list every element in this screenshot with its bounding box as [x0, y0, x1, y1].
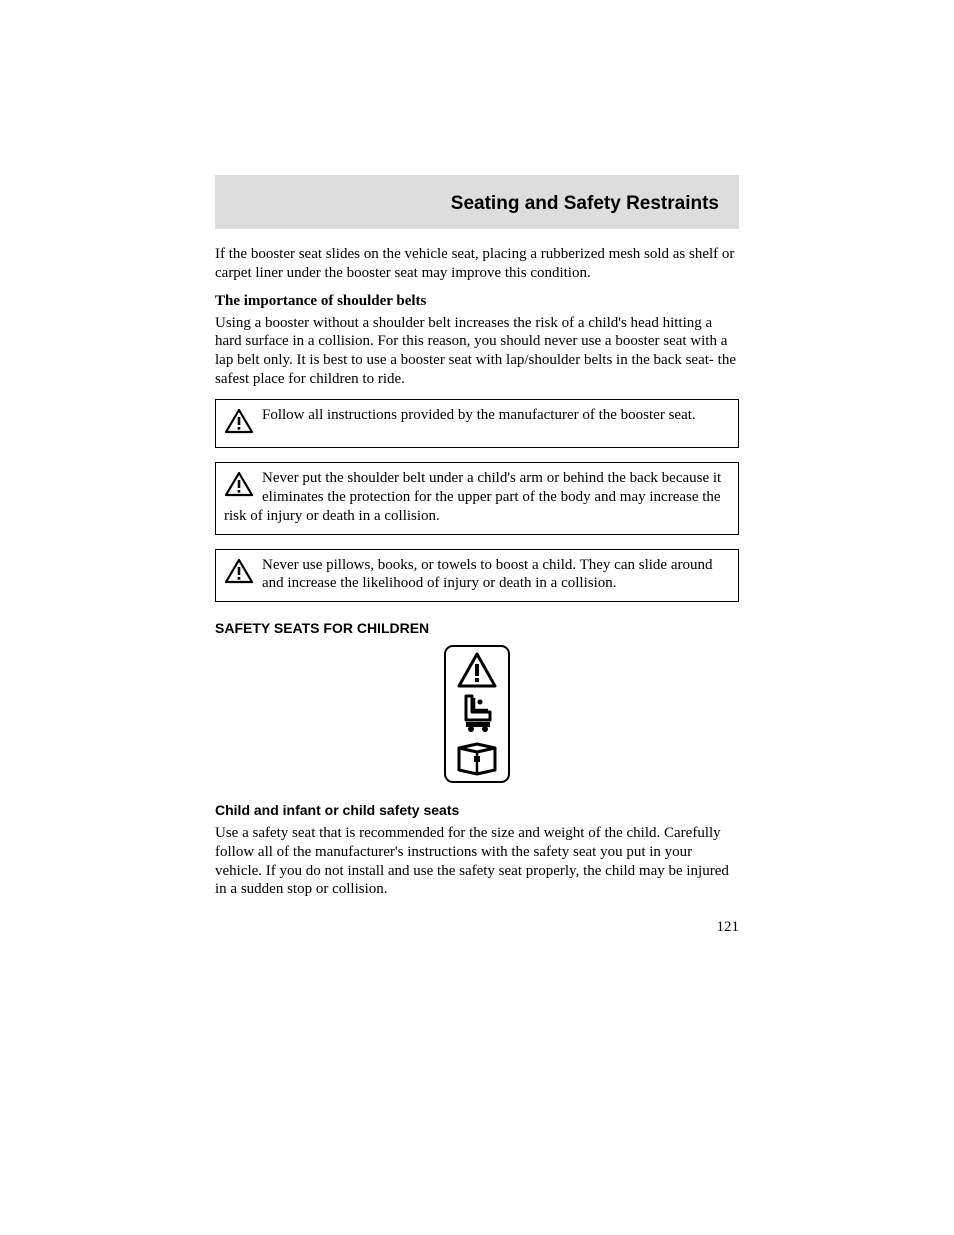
- warning-triangle-icon: [224, 558, 254, 590]
- warning-triangle-icon: [224, 408, 254, 440]
- warning-box-1: Follow all instructions provided by the …: [215, 399, 739, 449]
- warning-text-2: Never put the shoulder belt under a chil…: [224, 470, 721, 524]
- heading-safety-seats: SAFETY SEATS FOR CHILDREN: [215, 620, 739, 636]
- paragraph-safety-seat: Use a safety seat that is recommended fo…: [215, 824, 739, 899]
- paragraph-booster-slide: If the booster seat slides on the vehicl…: [215, 245, 739, 283]
- sub-heading-child-seats: Child and infant or child safety seats: [215, 802, 739, 818]
- safety-seat-icon-block: [443, 644, 511, 784]
- warning-triangle-icon: [224, 471, 254, 503]
- page-content: Seating and Safety Restraints If the boo…: [0, 0, 954, 1036]
- page-number: 121: [215, 919, 739, 936]
- warning-text-1: Follow all instructions provided by the …: [262, 407, 696, 423]
- header-title: Seating and Safety Restraints: [451, 193, 719, 214]
- warning-box-2: Never put the shoulder belt under a chil…: [215, 462, 739, 534]
- warning-box-3: Never use pillows, books, or towels to b…: [215, 549, 739, 603]
- warning-text-3: Never use pillows, books, or towels to b…: [262, 557, 712, 592]
- paragraph-shoulder-belts: Using a booster without a shoulder belt …: [215, 314, 739, 389]
- header-band: Seating and Safety Restraints: [215, 175, 739, 229]
- heading-shoulder-belts: The importance of shoulder belts: [215, 293, 739, 310]
